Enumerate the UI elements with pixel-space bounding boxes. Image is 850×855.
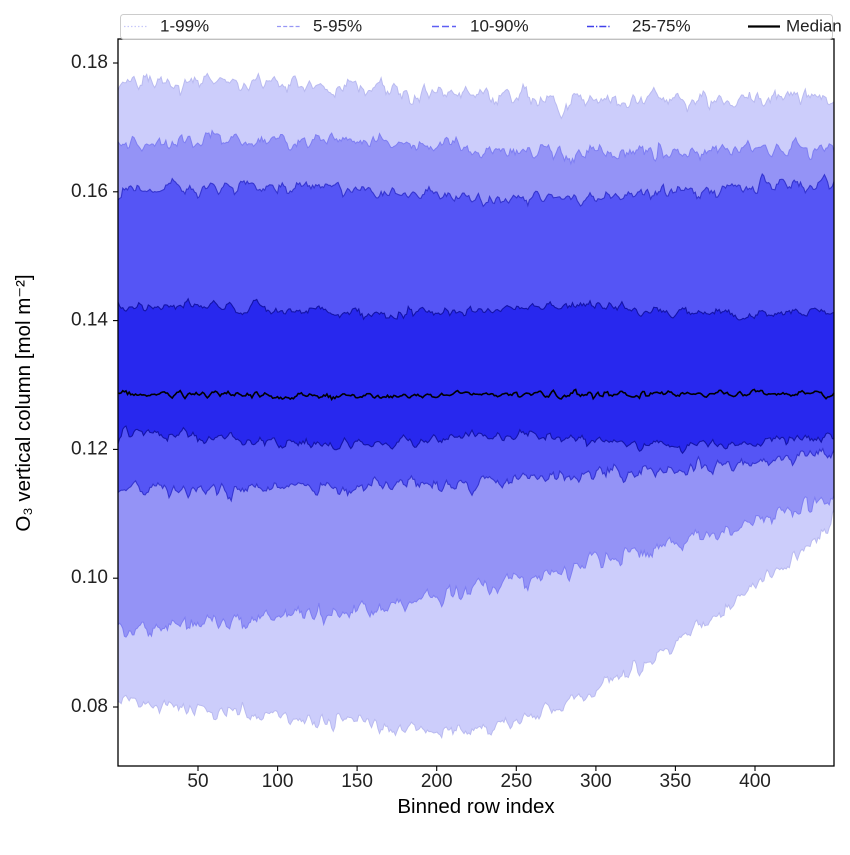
svg-text:0.18: 0.18	[71, 52, 108, 73]
svg-text:Median: Median	[786, 17, 842, 36]
svg-text:O₃ vertical column [mol m⁻²]: O₃ vertical column [mol m⁻²]	[12, 274, 35, 531]
svg-text:0.10: 0.10	[71, 567, 108, 588]
svg-text:0.14: 0.14	[71, 310, 108, 331]
svg-text:0.12: 0.12	[71, 438, 108, 459]
svg-text:100: 100	[262, 771, 294, 792]
svg-text:0.16: 0.16	[71, 181, 108, 202]
svg-text:250: 250	[500, 771, 532, 792]
svg-text:5-95%: 5-95%	[313, 17, 362, 36]
svg-text:50: 50	[187, 771, 208, 792]
svg-text:0.08: 0.08	[71, 696, 108, 717]
svg-text:1-99%: 1-99%	[160, 17, 209, 36]
svg-text:350: 350	[660, 771, 692, 792]
svg-text:200: 200	[421, 771, 453, 792]
svg-text:Binned row index: Binned row index	[397, 795, 555, 818]
svg-text:10-90%: 10-90%	[470, 17, 529, 36]
svg-text:150: 150	[341, 771, 373, 792]
svg-text:300: 300	[580, 771, 612, 792]
svg-text:25-75%: 25-75%	[632, 17, 691, 36]
svg-text:400: 400	[739, 771, 771, 792]
